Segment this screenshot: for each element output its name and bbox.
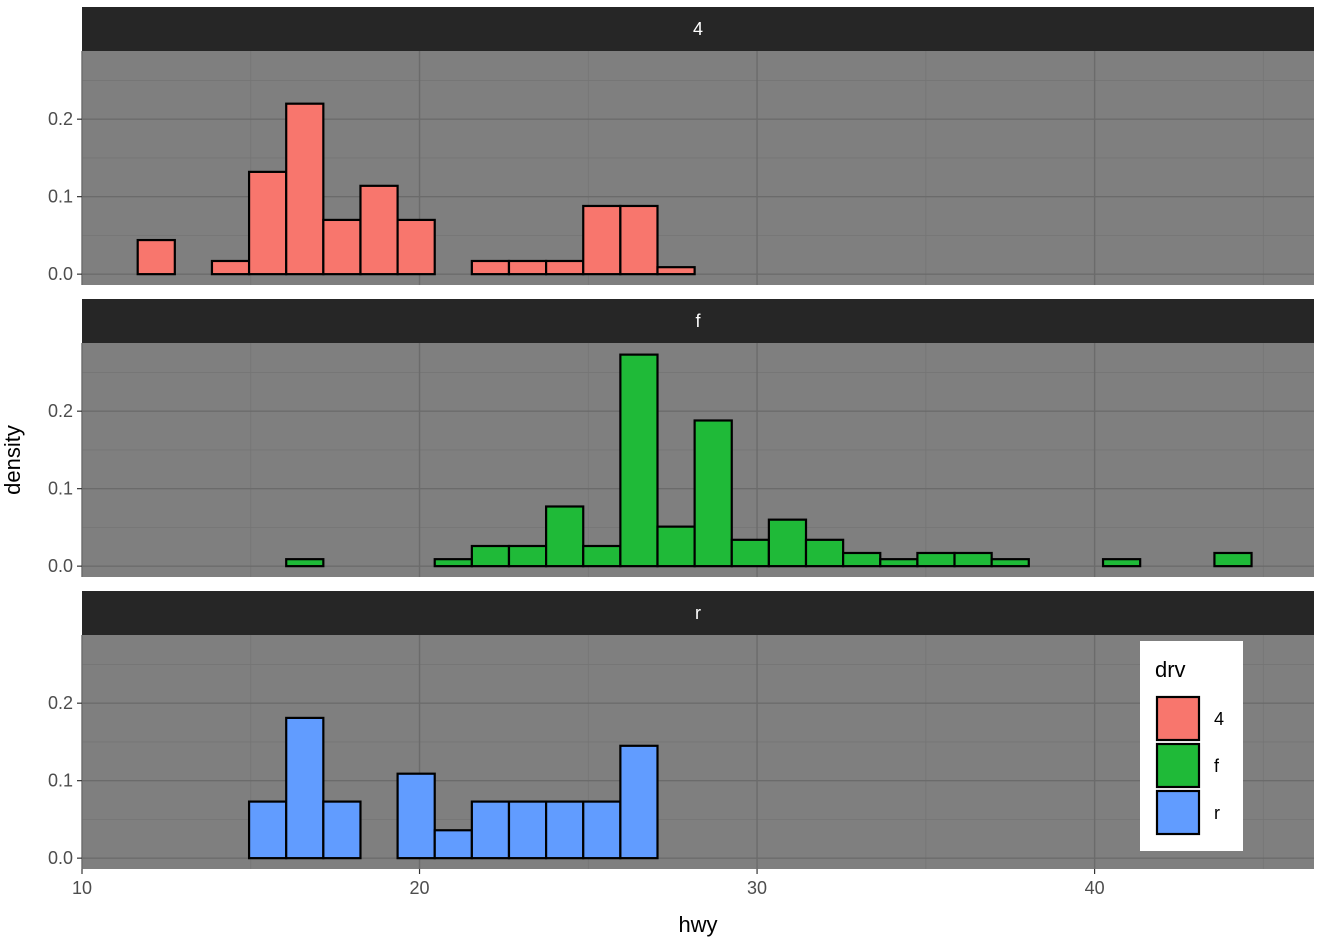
y-axis-tick-label: 0.2	[48, 401, 73, 421]
facet-strip	[82, 7, 1314, 51]
histogram-bar	[582, 800, 622, 860]
histogram-bar	[693, 419, 733, 568]
y-axis-tick-label: 0.1	[48, 187, 73, 207]
histogram-bar	[285, 102, 325, 276]
facet-strip-label: f	[695, 311, 701, 331]
histogram-bar	[136, 238, 176, 276]
histogram-bar	[322, 218, 362, 276]
y-axis-tick-label: 0.2	[48, 693, 73, 713]
histogram-bar	[285, 716, 325, 860]
histogram-bar	[396, 772, 436, 860]
legend-key	[1155, 742, 1201, 789]
x-axis-tick-label: 40	[1085, 878, 1105, 898]
histogram-bar	[470, 800, 511, 860]
histogram-bar	[285, 558, 325, 568]
y-axis-tick-label: 0.0	[48, 556, 73, 576]
histogram-bar	[1101, 558, 1142, 568]
y-axis-tick-label: 0.1	[48, 479, 73, 499]
histogram-bar	[470, 544, 511, 568]
histogram-bar	[507, 259, 548, 276]
histogram-bar	[767, 518, 808, 568]
y-axis-tick-label: 0.0	[48, 264, 73, 284]
facet-strip-label: 4	[693, 19, 703, 39]
histogram-bar	[730, 538, 770, 568]
histogram-bar	[507, 800, 548, 860]
histogram-bar	[619, 204, 659, 276]
x-axis-tick-label: 20	[410, 878, 430, 898]
histogram-bar	[656, 525, 696, 568]
x-axis-tick-label: 30	[747, 878, 767, 898]
axes-layer: 10 20 30 40	[72, 869, 1105, 898]
y-axis-tick-label: 0.0	[48, 848, 73, 868]
histogram-bar	[842, 551, 882, 568]
histogram-bar	[879, 558, 919, 568]
histogram-bar	[953, 551, 993, 568]
legend-label: f	[1214, 756, 1220, 776]
histogram-bar	[1213, 551, 1253, 568]
histogram-bar	[433, 829, 473, 860]
histogram-bar	[507, 544, 548, 568]
histogram-bar	[619, 353, 659, 568]
histogram-bar	[545, 800, 585, 860]
facets-layer: 4 0.0 0.1 0.2 f 0.0 0.1 0.2 r 0.0 0.1 0.2	[48, 7, 1314, 869]
legend: drv 4 f r	[1140, 641, 1243, 851]
histogram-bar	[396, 218, 436, 276]
histogram-bar	[545, 505, 585, 568]
facet-strip	[82, 299, 1314, 343]
y-axis-tick-label: 0.2	[48, 109, 73, 129]
y-axis-tick-label: 0.1	[48, 771, 73, 791]
histogram-bar	[210, 259, 251, 276]
histogram-bar	[619, 744, 659, 860]
y-axis-title: density	[0, 425, 25, 495]
histogram-bar	[433, 558, 473, 568]
x-axis-tick-label: 10	[72, 878, 92, 898]
histogram-bar	[470, 259, 511, 276]
histogram-bar	[322, 800, 362, 860]
histogram-bar	[804, 538, 845, 568]
histogram-bar	[990, 558, 1030, 568]
histogram-bar	[359, 184, 399, 276]
x-axis-title: hwy	[678, 912, 717, 937]
histogram-bar	[247, 800, 288, 860]
legend-key	[1155, 789, 1201, 836]
histogram-bar	[656, 266, 696, 276]
facet-r: r 0.0 0.1 0.2	[48, 591, 1314, 869]
facet-strip-label: r	[695, 603, 701, 623]
legend-title: drv	[1155, 657, 1186, 682]
legend-label: 4	[1214, 709, 1224, 729]
facet-f: f 0.0 0.1 0.2	[48, 299, 1314, 577]
histogram-bar	[582, 544, 622, 568]
legend-label: r	[1214, 803, 1220, 823]
facet-strip	[82, 591, 1314, 635]
histogram-bar	[916, 551, 956, 568]
legend-key	[1155, 695, 1201, 742]
histogram-bar	[545, 259, 585, 276]
histogram-bar	[582, 204, 622, 276]
facet-4: 4 0.0 0.1 0.2	[48, 7, 1314, 285]
histogram-bar	[247, 170, 288, 276]
